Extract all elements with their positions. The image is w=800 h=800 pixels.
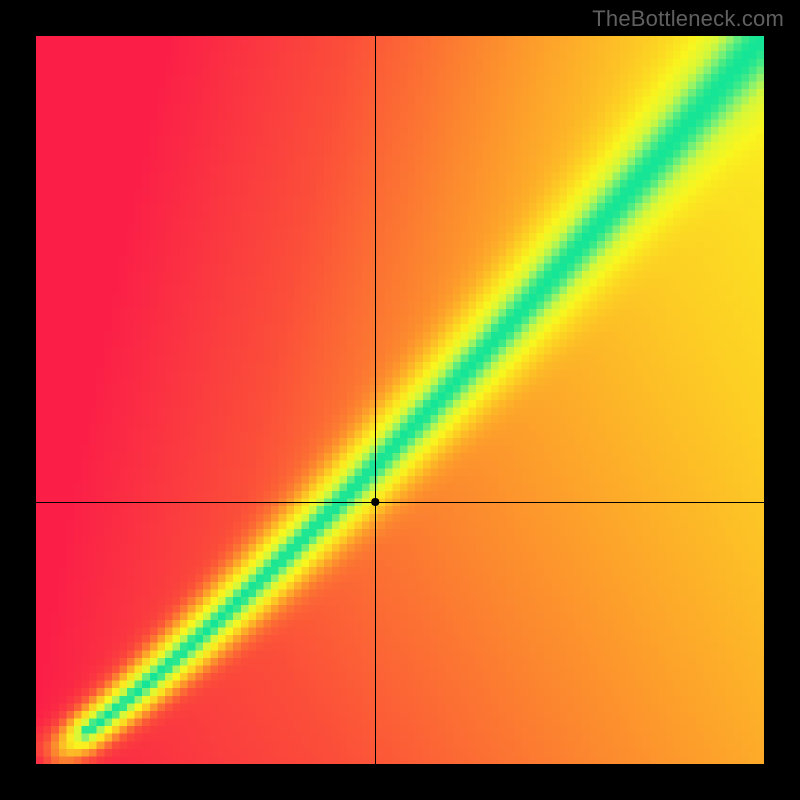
watermark-text: TheBottleneck.com bbox=[592, 6, 784, 32]
crosshair-overlay bbox=[0, 0, 800, 800]
chart-container: TheBottleneck.com bbox=[0, 0, 800, 800]
